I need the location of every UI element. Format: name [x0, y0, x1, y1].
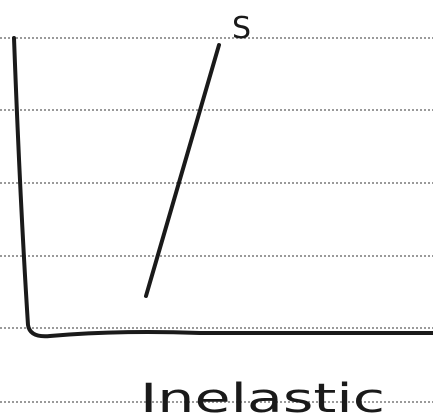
- axes: [14, 38, 433, 336]
- sketch: S Inelastic: [0, 0, 433, 420]
- curve-label: S: [232, 11, 251, 46]
- page: {"labels": {"curve": "S", "caption": "In…: [0, 0, 433, 420]
- supply-curve: [146, 45, 219, 296]
- caption: Inelastic: [140, 376, 385, 420]
